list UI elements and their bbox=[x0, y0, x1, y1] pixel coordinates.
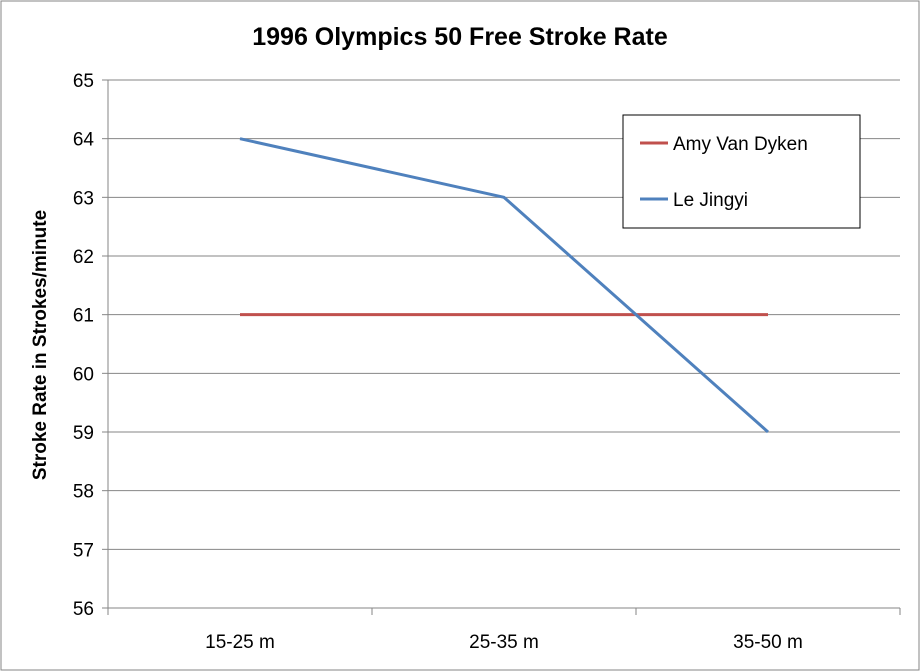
x-tick-label: 25-35 m bbox=[469, 632, 539, 653]
x-tick-label: 15-25 m bbox=[205, 632, 275, 653]
y-tick-label: 57 bbox=[73, 540, 94, 561]
y-tick-label: 63 bbox=[73, 188, 94, 209]
y-tick-label: 58 bbox=[73, 482, 94, 503]
y-tick-label: 60 bbox=[73, 364, 94, 385]
x-tick-label: 35-50 m bbox=[733, 632, 803, 653]
legend-label: Amy Van Dyken bbox=[673, 134, 808, 155]
y-tick-label: 61 bbox=[73, 306, 94, 327]
y-tick-label: 56 bbox=[73, 599, 94, 620]
legend-label: Le Jingyi bbox=[673, 190, 748, 211]
y-tick-label: 62 bbox=[73, 247, 94, 268]
y-tick-label: 64 bbox=[73, 130, 95, 151]
chart-title: 1996 Olympics 50 Free Stroke Rate bbox=[252, 23, 668, 51]
legend-box bbox=[622, 114, 861, 229]
y-tick-label: 65 bbox=[73, 71, 94, 92]
y-tick-label: 59 bbox=[73, 423, 94, 444]
y-axis-label: Stroke Rate in Strokes/minute bbox=[30, 210, 51, 480]
